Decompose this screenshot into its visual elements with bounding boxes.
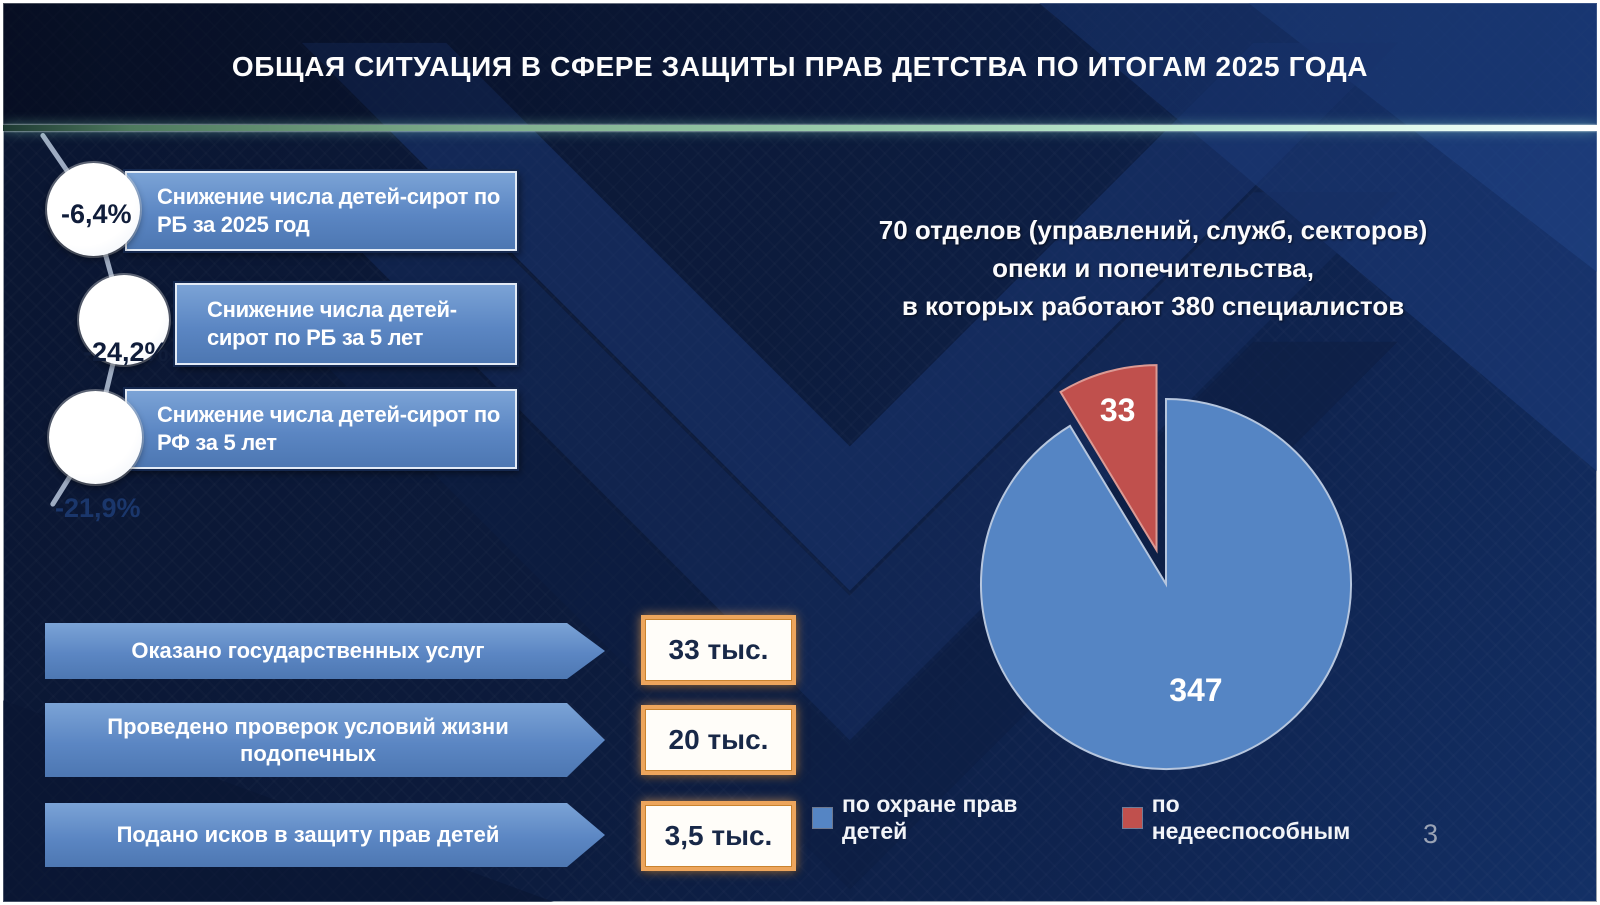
decline-label-1: Снижение числа детей-сирот по РБ за 2025… bbox=[157, 183, 501, 237]
decline-label-3: Снижение числа детей-сирот по РФ за 5 ле… bbox=[157, 401, 501, 455]
service-value-box-2: 20 тыс. bbox=[641, 705, 796, 775]
pie-chart-svg: 347 33 bbox=[980, 364, 1352, 770]
page-number: 3 bbox=[1423, 819, 1439, 849]
service-value-box-1: 33 тыс. bbox=[641, 615, 796, 685]
decline-value-1: -6,4% bbox=[61, 199, 132, 229]
pie-data-label-1: 347 bbox=[1169, 672, 1222, 708]
decline-label-box-3: Снижение числа детей-сирот по РФ за 5 ле… bbox=[125, 389, 517, 469]
decline-label-box-1: Снижение числа детей-сирот по РБ за 2025… bbox=[125, 171, 517, 251]
service-arrow-3: Подано исков в защиту прав детей bbox=[45, 803, 605, 867]
departments-text-line-3: в которых работают 380 специалистов bbox=[901, 291, 1405, 321]
legend-item-incapacitated: по недееспособным bbox=[1122, 791, 1373, 845]
legend-label-children-rights: по охране прав детей bbox=[842, 791, 1018, 844]
legend-swatch-red bbox=[1122, 808, 1142, 828]
pie-slice-1 bbox=[980, 397, 1352, 770]
service-label-1: Оказано государственных услуг bbox=[131, 638, 485, 664]
pie-legend: по охране прав детей по недееспособным bbox=[813, 791, 1373, 845]
decline-circle-1: -6,4% bbox=[47, 163, 140, 256]
legend-label-incapacitated: по недееспособным bbox=[1151, 791, 1351, 844]
legend-swatch-blue bbox=[813, 808, 832, 828]
decline-label-2: Снижение числа детей-сирот по РБ за 5 ле… bbox=[207, 296, 457, 350]
departments-text: 70 отделов (управлений, служб, секторов)… bbox=[823, 211, 1483, 325]
decline-label-box-2: Снижение числа детей-сирот по РБ за 5 ле… bbox=[175, 283, 517, 365]
service-value-box-3: 3,5 тыс. bbox=[641, 801, 796, 871]
departments-text-line-1: 70 отделов (управлений, служб, секторов) bbox=[878, 215, 1428, 245]
decline-value-3: -21,9% bbox=[55, 493, 141, 523]
departments-text-line-2: опеки и попечительства, bbox=[992, 253, 1314, 283]
decline-circle-3: -21,9% bbox=[49, 391, 142, 523]
title-divider-line bbox=[3, 125, 1597, 131]
pie-data-label-2: 33 bbox=[1100, 392, 1136, 428]
service-arrow-2: Проведено проверок условий жизни подопеч… bbox=[45, 703, 605, 777]
service-arrow-1: Оказано государственных услуг bbox=[45, 623, 605, 679]
decline-circle-2: -24,2% bbox=[79, 275, 169, 367]
service-value-2: 20 тыс. bbox=[668, 724, 769, 755]
decline-value-2: -24,2% bbox=[83, 337, 169, 367]
service-label-2: Проведено проверок условий жизни подопеч… bbox=[107, 713, 509, 766]
pie-chart: 347 33 bbox=[933, 363, 1413, 813]
service-value-3: 3,5 тыс. bbox=[664, 820, 773, 851]
legend-item-children-rights: по охране прав детей bbox=[813, 791, 1077, 845]
service-value-1: 33 тыс. bbox=[668, 634, 769, 665]
slide-title: ОБЩАЯ СИТУАЦИЯ В СФЕРЕ ЗАЩИТЫ ПРАВ ДЕТСТ… bbox=[231, 51, 1369, 82]
service-label-3: Подано исков в защиту прав детей bbox=[116, 822, 500, 848]
